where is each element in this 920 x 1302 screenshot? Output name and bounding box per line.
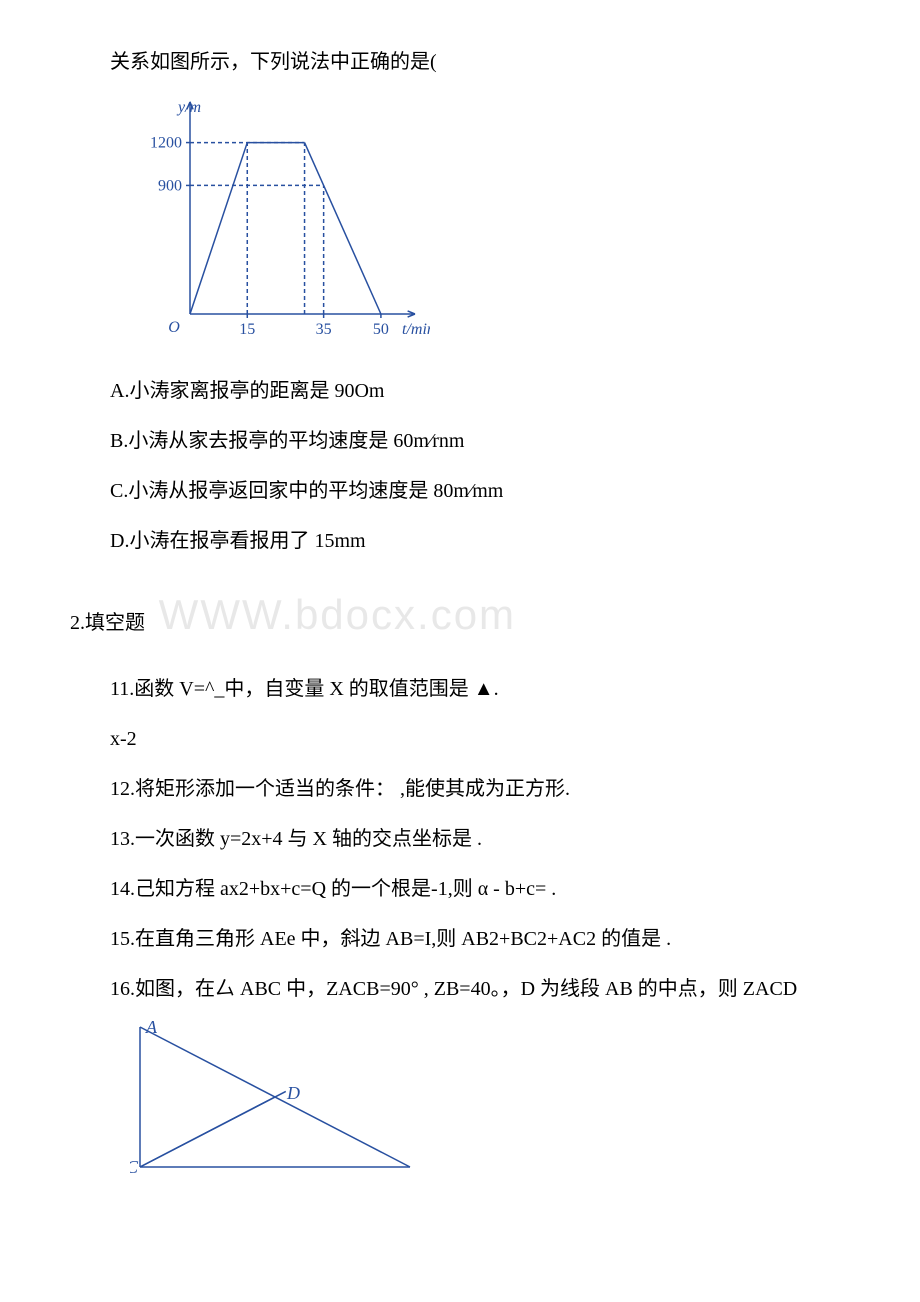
question-14: 14.己知方程 ax2+bx+c=Q 的一个根是-1,则 α - b+c= . bbox=[70, 867, 850, 911]
option-b: B.小涛从家去报亭的平均速度是 60m⁄rnm bbox=[70, 419, 850, 463]
question-15: 15.在直角三角形 AEe 中，斜边 AB=I,则 AB2+BC2+AC2 的值… bbox=[70, 917, 850, 961]
svg-text:A: A bbox=[145, 1017, 158, 1037]
option-c: C.小涛从报亭返回家中的平均速度是 80m⁄mm bbox=[70, 469, 850, 513]
option-d: D.小涛在报亭看报用了 15mm bbox=[70, 519, 850, 563]
question-13: 13.一次函数 y=2x+4 与 X 轴的交点坐标是 . bbox=[70, 817, 850, 861]
question-12: 12.将矩形添加一个适当的条件： ,能使其成为正方形. bbox=[70, 767, 850, 811]
intro-text: 关系如图所示，下列说法中正确的是( bbox=[70, 40, 850, 84]
svg-text:50: 50 bbox=[373, 321, 389, 338]
svg-text:y/m: y/m bbox=[176, 99, 201, 116]
section-2-title-row: 2.填空题 WWW.bdocx.com bbox=[70, 569, 850, 661]
distance-time-chart: 900 1200 15 35 50 Oy/m t/min bbox=[130, 94, 850, 359]
svg-text:1200: 1200 bbox=[150, 135, 182, 152]
svg-text:C: C bbox=[130, 1157, 139, 1177]
svg-text:D: D bbox=[286, 1083, 300, 1103]
section-2-title: 2.填空题 bbox=[70, 612, 145, 634]
svg-text:35: 35 bbox=[316, 321, 332, 338]
question-11: 11.函数 V=^_中，自变量 X 的取值范围是 ▲. bbox=[70, 667, 850, 711]
question-11-extra: x-2 bbox=[70, 717, 850, 761]
svg-text:O: O bbox=[168, 319, 180, 336]
triangle-figure: A C D bbox=[130, 1017, 850, 1192]
svg-text:900: 900 bbox=[158, 177, 182, 194]
question-16: 16.如图，在厶 ABC 中，ZACB=90° , ZB=40。，D 为线段 A… bbox=[70, 967, 850, 1011]
option-a: A.小涛家离报亭的距离是 90Om bbox=[70, 369, 850, 413]
svg-text:t/min: t/min bbox=[402, 321, 430, 338]
svg-text:15: 15 bbox=[239, 321, 255, 338]
watermark-text: WWW.bdocx.com bbox=[159, 591, 516, 638]
